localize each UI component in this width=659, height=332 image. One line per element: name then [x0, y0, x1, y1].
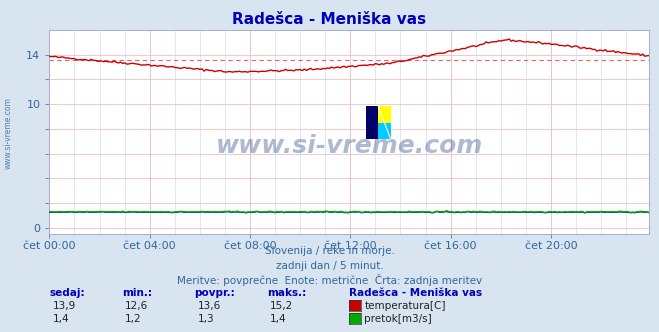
Text: 1,2: 1,2: [125, 314, 142, 324]
Text: temperatura[C]: temperatura[C]: [364, 301, 446, 311]
Text: 15,2: 15,2: [270, 301, 293, 311]
Text: 12,6: 12,6: [125, 301, 148, 311]
Text: Meritve: povprečne  Enote: metrične  Črta: zadnja meritev: Meritve: povprečne Enote: metrične Črta:…: [177, 274, 482, 286]
Text: 1,3: 1,3: [198, 314, 214, 324]
Bar: [378, 123, 391, 139]
Text: sedaj:: sedaj:: [49, 288, 85, 298]
Text: Radešca - Meniška vas: Radešca - Meniška vas: [233, 12, 426, 27]
Text: zadnji dan / 5 minut.: zadnji dan / 5 minut.: [275, 261, 384, 271]
Text: www.si-vreme.com: www.si-vreme.com: [215, 134, 483, 158]
Text: 1,4: 1,4: [270, 314, 287, 324]
Text: Radešca - Meniška vas: Radešca - Meniška vas: [349, 288, 482, 298]
Bar: [366, 106, 378, 139]
Text: 1,4: 1,4: [53, 314, 69, 324]
Text: maks.:: maks.:: [267, 288, 306, 298]
Text: 13,9: 13,9: [53, 301, 76, 311]
Text: pretok[m3/s]: pretok[m3/s]: [364, 314, 432, 324]
Bar: [378, 106, 391, 123]
Text: povpr.:: povpr.:: [194, 288, 235, 298]
Text: 13,6: 13,6: [198, 301, 221, 311]
Text: Slovenija / reke in morje.: Slovenija / reke in morje.: [264, 246, 395, 256]
Text: www.si-vreme.com: www.si-vreme.com: [3, 97, 13, 169]
Text: min.:: min.:: [122, 288, 152, 298]
